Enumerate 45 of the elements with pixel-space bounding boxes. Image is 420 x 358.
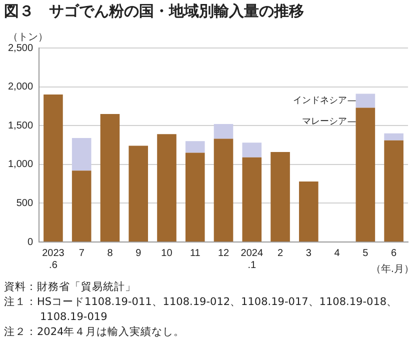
y-tick-label: 2,500 — [8, 42, 34, 54]
bar — [185, 152, 205, 242]
bar — [384, 140, 404, 242]
series-label: インドネシア — [292, 96, 347, 106]
bar — [270, 152, 290, 242]
x-tick-label: 8 — [107, 248, 114, 259]
x-tick-label: 7 — [78, 248, 85, 259]
bar — [44, 94, 63, 242]
x-tick-label: 5 — [362, 248, 369, 259]
y-tick-label: 2,000 — [8, 82, 34, 93]
y-tick-label: 1,000 — [8, 159, 34, 170]
text: 注１：HSコード1108.19-011、1108.19-012、1108.19-017、1108.19-018、1108.19-019 — [4, 295, 399, 325]
x-tick-label: 4 — [334, 248, 340, 259]
text: 資料：財務省「貿易統計」 — [4, 280, 137, 295]
y-axis-title: （トン） — [8, 31, 48, 44]
bar — [157, 134, 176, 242]
x-tick-label: 10 — [161, 248, 173, 259]
y-tick-label: 1,500 — [8, 120, 34, 132]
series-label: マレーシア — [302, 117, 347, 128]
x-tick-label: 9 — [136, 248, 142, 259]
bar — [185, 141, 205, 153]
x-tick-label: 11 — [190, 248, 201, 259]
x-tick-label: 2024 .1 — [240, 248, 264, 271]
bar — [299, 181, 318, 242]
bar — [128, 146, 148, 242]
x-tick-label: 6 — [391, 248, 398, 259]
y-tick-label: 500 — [16, 198, 34, 209]
bar — [72, 138, 92, 171]
x-tick-label: 12 — [218, 248, 230, 259]
bar — [242, 142, 262, 158]
bar — [214, 138, 234, 242]
bar — [242, 157, 262, 242]
bar — [100, 114, 120, 242]
x-tick-label: 2 — [277, 248, 284, 259]
bar — [384, 133, 404, 140]
x-axis-title: （年.月） — [370, 263, 414, 276]
bar — [356, 108, 376, 242]
bar — [356, 94, 376, 108]
text: 注２：2024年４月は輸入実績なし。 — [4, 325, 186, 340]
x-tick-label: 2023 .6 — [42, 248, 65, 271]
chart-title: 図３ サゴでん粉の国・地域別輸入量の推移 — [4, 2, 304, 21]
bar — [72, 170, 92, 242]
y-tick-label: 0 — [27, 236, 34, 248]
x-tick-label: 3 — [306, 248, 312, 259]
bar — [214, 124, 234, 139]
